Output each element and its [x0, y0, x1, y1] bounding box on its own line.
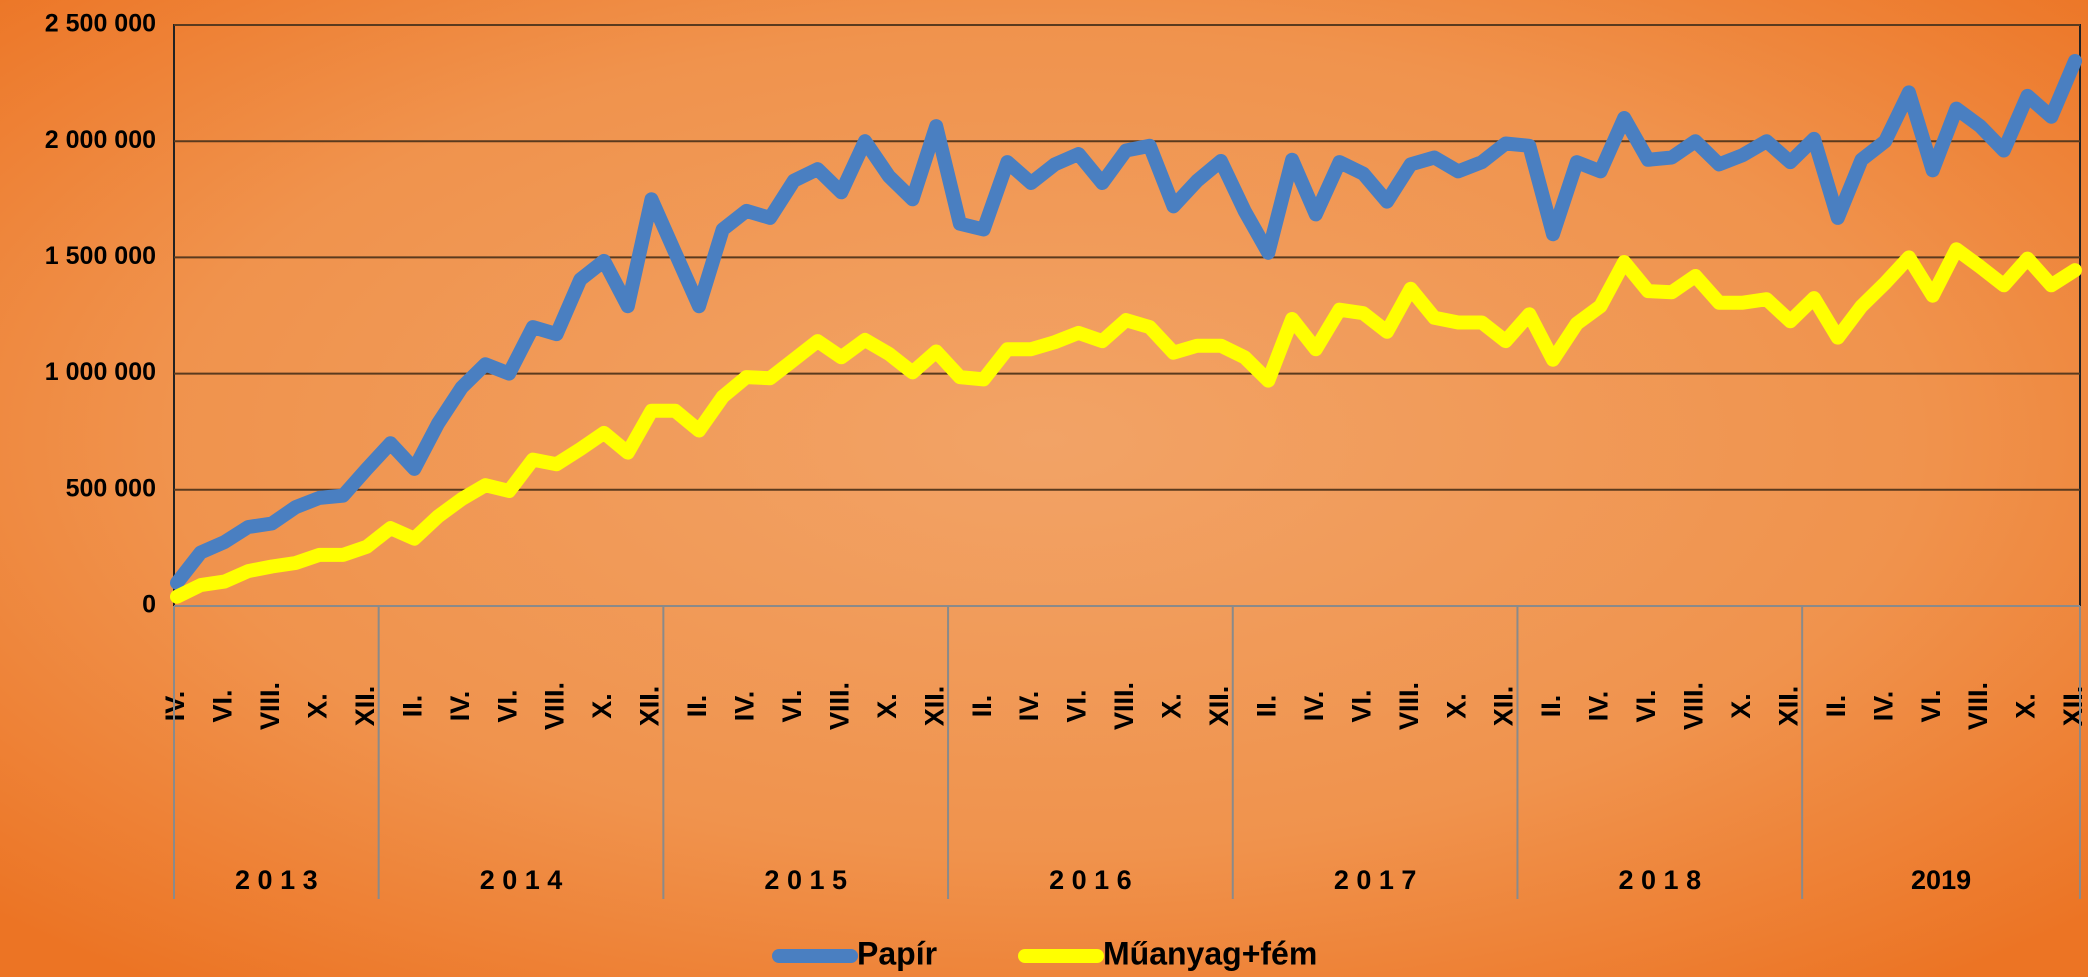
- x-tick-label: VIII.: [1394, 682, 1424, 730]
- x-tick-label: VI.: [1631, 689, 1661, 722]
- x-tick-label: VIII.: [1109, 682, 1139, 730]
- year-label: 2 0 1 7: [1334, 865, 1417, 895]
- year-label: 2 0 1 4: [480, 865, 563, 895]
- x-tick-label: VIII.: [540, 682, 570, 730]
- x-tick-label: II.: [1251, 695, 1281, 718]
- x-tick-label: IV.: [730, 691, 760, 722]
- x-tick-label: X.: [2011, 693, 2041, 719]
- x-tick-label: X.: [1726, 693, 1756, 719]
- x-tick-label: X.: [587, 693, 617, 719]
- x-tick-label: II.: [682, 695, 712, 718]
- y-tick-label: 1 500 000: [45, 242, 156, 270]
- x-tick-label: VIII.: [1963, 682, 1993, 730]
- y-tick-label: 1 000 000: [45, 358, 156, 386]
- x-tick-label: II.: [967, 695, 997, 718]
- x-tick-label: IV.: [1584, 691, 1614, 722]
- x-tick-label: IV.: [1299, 691, 1329, 722]
- year-label: 2 0 1 5: [764, 865, 847, 895]
- x-tick-label: VI.: [1062, 689, 1092, 722]
- x-tick-label: XII.: [2058, 686, 2088, 727]
- year-label: 2019: [1911, 865, 1971, 895]
- x-tick-label: XII.: [1773, 686, 1803, 727]
- series-line: [170, 54, 2082, 590]
- x-tick-label: VI.: [1916, 689, 1946, 722]
- x-tick-label: X.: [872, 693, 902, 719]
- x-tick-label: VI.: [1346, 689, 1376, 722]
- legend-label: Műanyag+fém: [1103, 935, 1317, 971]
- x-tick-label: IV.: [445, 691, 475, 722]
- x-tick-label: VI.: [492, 689, 522, 722]
- x-tick-label: XII.: [1489, 686, 1519, 727]
- series-line: [170, 242, 2082, 604]
- year-label: 2 0 1 8: [1619, 865, 1702, 895]
- x-tick-label: XII.: [635, 686, 665, 727]
- y-tick-label: 500 000: [66, 474, 156, 502]
- x-tick-label: X.: [1441, 693, 1471, 719]
- year-label: 2 0 1 3: [235, 865, 318, 895]
- x-tick-label: VI.: [777, 689, 807, 722]
- y-tick-label: 2 500 000: [45, 10, 156, 38]
- y-tick-label: 0: [142, 591, 156, 619]
- x-tick-label: VI.: [208, 689, 238, 722]
- x-tick-label: XII.: [350, 686, 380, 727]
- x-tick-label: IV.: [160, 691, 190, 722]
- x-tick-label: XII.: [1204, 686, 1234, 727]
- x-tick-label: VIII.: [824, 682, 854, 730]
- x-tick-label: II.: [1536, 695, 1566, 718]
- x-tick-label: VIII.: [255, 682, 285, 730]
- x-tick-label: II.: [1821, 695, 1851, 718]
- y-tick-label: 2 000 000: [45, 126, 156, 154]
- x-tick-label: X.: [302, 693, 332, 719]
- x-tick-label: IV.: [1868, 691, 1898, 722]
- year-label: 2 0 1 6: [1049, 865, 1132, 895]
- legend-label: Papír: [857, 935, 937, 971]
- x-tick-label: II.: [397, 695, 427, 718]
- x-tick-label: XII.: [919, 686, 949, 727]
- plot: 0 500 000 1 000 000 1 500 000 2 000 000 2 500…: [45, 10, 2088, 972]
- x-tick-label: VIII.: [1679, 682, 1709, 730]
- x-tick-label: X.: [1157, 693, 1187, 719]
- x-tick-label: IV.: [1014, 691, 1044, 722]
